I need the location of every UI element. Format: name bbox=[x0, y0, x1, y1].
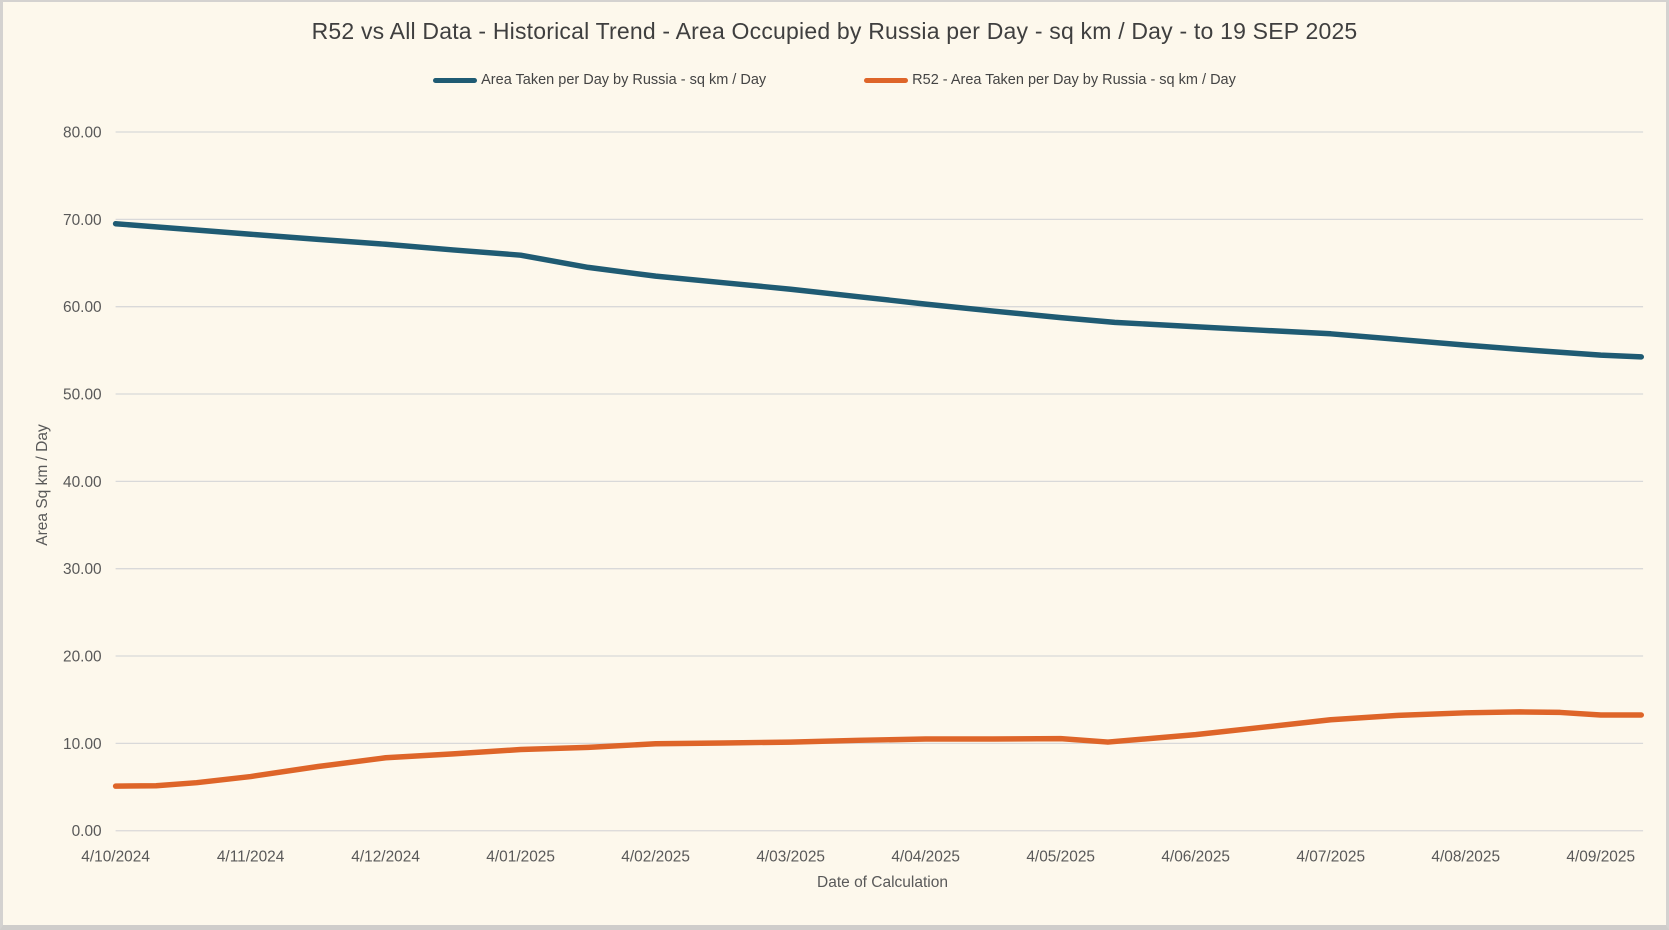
legend: Area Taken per Day by Russia - sq km / D… bbox=[3, 72, 1666, 88]
y-tick-label: 30.00 bbox=[63, 561, 102, 578]
y-tick-label: 70.00 bbox=[63, 212, 102, 229]
chart-title: R52 vs All Data - Historical Trend - Are… bbox=[311, 18, 1358, 44]
x-tick-label: 4/05/2025 bbox=[1026, 849, 1095, 866]
y-axis-title: Area Sq km / Day bbox=[34, 424, 51, 546]
y-tick-label: 60.00 bbox=[63, 299, 102, 316]
x-tick-label: 4/07/2025 bbox=[1296, 849, 1365, 866]
legend-line-swatch-r52 bbox=[864, 77, 909, 83]
legend-item-all-data: Area Taken per Day by Russia - sq km / D… bbox=[433, 72, 766, 88]
series-line-r52 bbox=[112, 709, 1645, 789]
legend-item-r52: R52 - Area Taken per Day by Russia - sq … bbox=[864, 72, 1236, 88]
x-tick-label: 4/03/2025 bbox=[756, 849, 825, 866]
x-tick-label: 4/10/2024 bbox=[81, 849, 150, 866]
x-tick-label: 4/12/2024 bbox=[351, 849, 420, 866]
x-tick-label: 4/01/2025 bbox=[486, 849, 555, 866]
y-tick-label: 40.00 bbox=[63, 474, 102, 491]
legend-line-swatch-all-data bbox=[433, 77, 478, 83]
y-tick-label: 80.00 bbox=[63, 124, 102, 141]
x-tick-label: 4/09/2025 bbox=[1566, 849, 1635, 866]
y-tick-label: 10.00 bbox=[63, 736, 102, 753]
x-tick-label: 4/11/2024 bbox=[217, 849, 285, 866]
legend-label-all-data: Area Taken per Day by Russia - sq km / D… bbox=[481, 72, 767, 88]
x-tick-label: 4/04/2025 bbox=[891, 849, 960, 866]
y-tick-label: 20.00 bbox=[63, 649, 102, 666]
x-tick-label: 4/08/2025 bbox=[1431, 849, 1500, 866]
plot-area: 0.00 10.00 20.00 30.00 40.00 50.00 60.00 70.00 8… bbox=[63, 124, 1645, 866]
series-line-all-data bbox=[112, 220, 1645, 360]
x-tick-label: 4/02/2025 bbox=[621, 849, 690, 866]
legend-label-r52: R52 - Area Taken per Day by Russia - sq … bbox=[912, 72, 1236, 88]
x-axis-title: Date of Calculation bbox=[817, 874, 948, 891]
y-tick-label: 50.00 bbox=[63, 387, 102, 404]
x-tick-label: 4/06/2025 bbox=[1161, 849, 1230, 866]
y-tick-label: 0.00 bbox=[72, 823, 102, 840]
